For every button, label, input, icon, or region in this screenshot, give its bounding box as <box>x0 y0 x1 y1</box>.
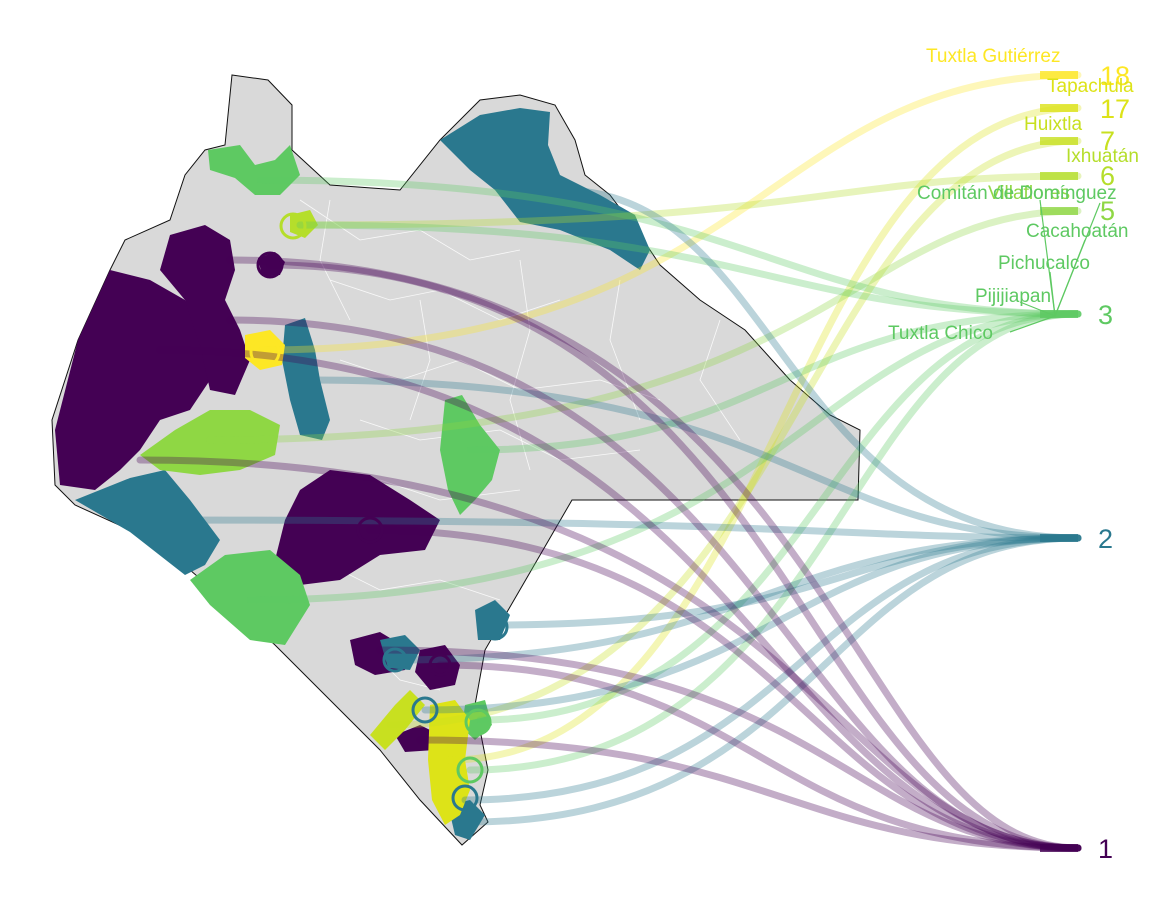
origin-marker <box>481 613 509 641</box>
label-huixtla: Huixtla <box>1024 114 1083 135</box>
label-ixhuatan: Ixhuatán <box>1066 146 1139 167</box>
flow-line <box>256 176 1082 318</box>
label-tuxtla-gutierrez: Tuxtla Gutiérrez <box>926 46 1060 67</box>
origin-marker <box>249 336 281 368</box>
flow-line <box>491 534 1082 629</box>
leader-lines <box>1009 199 1101 333</box>
value-label-17: 17 <box>1100 94 1130 124</box>
region-value-5 <box>140 410 280 475</box>
label-pichucalco: Pichucalco <box>998 253 1090 274</box>
label-cacahoatan: Cacahoatán <box>1026 221 1128 242</box>
value-labels: 18 17 7 6 5 3 2 1 <box>1098 61 1130 864</box>
flow-line <box>226 256 1082 852</box>
origin-marker <box>456 756 484 784</box>
label-villaflores: Villaflores <box>988 183 1070 204</box>
value-label-1: 1 <box>1098 834 1113 864</box>
value-label-6: 6 <box>1100 161 1115 191</box>
flow-line <box>476 310 1082 724</box>
region-value-2-center <box>282 318 330 440</box>
origin-marker <box>464 708 492 736</box>
flow-line <box>136 456 1082 852</box>
label-pijijiapan: Pijijiapan <box>975 286 1051 307</box>
region-value-2-north <box>440 108 650 270</box>
flow-line <box>466 534 1082 826</box>
label-tuxtla-chico: Tuxtla Chico <box>888 323 993 344</box>
label-comitan: Comitán de Domínguez <box>917 183 1117 204</box>
origin-marker <box>279 212 307 240</box>
flow-lines <box>136 71 1082 852</box>
region-value-7 <box>370 690 425 750</box>
flow-line <box>156 346 1082 852</box>
municipality-labels: Tuxtla Gutiérrez Tapachula Huixtla Ixhua… <box>888 46 1139 344</box>
origin-marker <box>411 696 439 724</box>
region-value-1-west <box>55 270 210 490</box>
origin-markers <box>249 212 509 812</box>
origin-marker <box>428 653 452 677</box>
flow-line <box>366 526 1082 852</box>
region-value-1-northwest <box>160 225 250 395</box>
flow-line <box>296 172 1082 229</box>
region-value-2-southwest <box>75 470 220 575</box>
region-value-3-south <box>190 550 310 645</box>
region-value-3-north <box>208 145 300 195</box>
flow-line <box>376 646 1082 852</box>
label-tapachula: Tapachula <box>1047 76 1134 97</box>
value-label-3: 3 <box>1098 300 1113 330</box>
value-label-18: 18 <box>1100 61 1130 91</box>
flow-line <box>421 534 1082 714</box>
flow-line <box>436 661 1082 852</box>
municipal-borders <box>299 199 741 691</box>
origin-marker <box>356 516 384 544</box>
region-value-17 <box>428 700 470 825</box>
origin-marker <box>382 647 408 673</box>
value-label-2: 2 <box>1098 524 1113 554</box>
flow-line <box>416 736 1082 852</box>
origin-marker <box>256 251 284 279</box>
value-label-5: 5 <box>1100 196 1115 226</box>
flow-line <box>386 137 1082 729</box>
flow-line <box>246 310 1082 604</box>
flow-line <box>226 316 1082 852</box>
flow-line <box>258 71 1082 354</box>
state-map <box>51 74 861 846</box>
region-value-2-south-b <box>380 635 420 670</box>
flow-line <box>466 310 1082 774</box>
value-label-7: 7 <box>1100 126 1115 156</box>
flow-line <box>146 516 1082 542</box>
origin-marker <box>451 784 479 812</box>
flow-line <box>296 221 1082 318</box>
flow-line <box>446 104 1082 764</box>
region-value-1-south-b <box>415 645 460 690</box>
flow-line <box>461 534 1082 804</box>
flow-line <box>391 534 1082 664</box>
flow-line <box>306 376 1082 542</box>
region-value-3-central-strip <box>440 395 500 515</box>
flow-line <box>556 186 1082 542</box>
flow-line <box>266 261 1082 852</box>
flow-line <box>466 310 1082 454</box>
flow-line <box>206 207 1082 444</box>
